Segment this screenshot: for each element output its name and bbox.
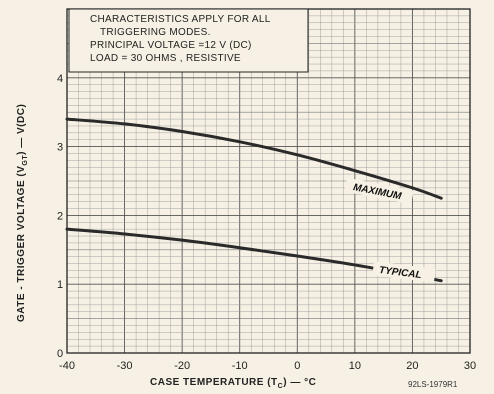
x-tick-label: -10 (232, 360, 248, 372)
x-tick-label: -40 (59, 360, 75, 372)
figure-code: 92LS-1979R1 (408, 380, 458, 389)
y-tick-label: 1 (57, 279, 63, 291)
y-tick-label: 3 (57, 142, 63, 154)
x-tick-label: 0 (294, 360, 300, 372)
series-label-typical-box: TYPICAL (372, 261, 436, 283)
note-line-2: TRIGGERING MODES. (100, 27, 211, 38)
x-tick-label: 20 (406, 360, 418, 372)
y-tick-label: 0 (57, 348, 63, 360)
note-line-1: CHARACTERISTICS APPLY FOR ALL (90, 14, 271, 25)
series-line-maximum (65, 117, 443, 200)
x-tick-label: -20 (174, 360, 190, 372)
note-line-4: LOAD = 30 OHMS , RESISTIVE (90, 53, 241, 64)
note-line-3: PRINCIPAL VOLTAGE =12 V (DC) (90, 40, 252, 51)
y-tick-labels: 0 1 2 3 4 (57, 73, 63, 360)
y-tick-label: 4 (57, 73, 63, 85)
note-box: CHARACTERISTICS APPLY FOR ALL TRIGGERING… (68, 8, 309, 73)
x-tick-labels: -40 -30 -20 -10 0 10 20 30 (59, 360, 476, 372)
x-axis-title: CASE TEMPERATURE (TC) — °C (150, 377, 316, 390)
x-tick-label: -30 (117, 360, 133, 372)
x-tick-label: 30 (464, 360, 476, 372)
y-axis-title: GATE - TRIGGER VOLTAGE (VGT) — V(DC) (16, 104, 29, 322)
y-tick-label: 2 (57, 210, 63, 222)
x-tick-label: 10 (349, 360, 361, 372)
series-label-typical: TYPICAL (378, 265, 422, 281)
